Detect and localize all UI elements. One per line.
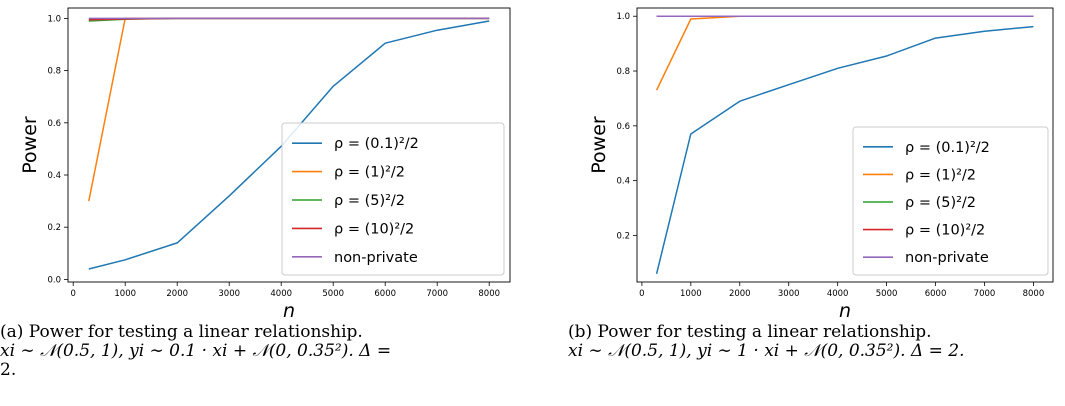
x-tick-label: 4000: [827, 289, 849, 299]
legend-label: non-private: [905, 250, 989, 266]
caption-b-title: (b) Power for testing a linear relations…: [568, 322, 932, 342]
legend-label: ρ = (10)²/2: [334, 221, 414, 237]
y-tick-label: 0.2: [616, 231, 630, 241]
chart-panel-b: 0 1000 2000 3000 4000 5000 6000 7000 8000 0.2 0.4 0…: [568, 0, 1065, 406]
legend: ρ = (0.1)²/2 ρ = (1)²/2 ρ = (5)²/2 ρ = (10)…: [852, 126, 1049, 276]
series-line-1: [655, 25, 1034, 274]
x-tick-label: 1000: [680, 289, 702, 299]
legend-label: ρ = (1)²/2: [905, 167, 976, 183]
plot-frame: [636, 7, 1054, 283]
legend-label: ρ = (5)²/2: [905, 195, 976, 211]
x-tick-label: 8000: [478, 289, 500, 299]
x-axis-label: n: [283, 300, 295, 320]
x-tick-label: 3000: [218, 289, 240, 299]
figure-caption-a: (a) Power for testing a linear relations…: [0, 323, 460, 380]
line-chart-a: 0 1000 2000 3000 4000 5000 6000 7000 8000 0.0 0.2 0…: [19, 7, 511, 322]
x-tick-label: 1000: [114, 289, 136, 299]
x-tick-label: 2000: [166, 289, 188, 299]
series-line-1: [88, 20, 490, 270]
x-tick-label: 0: [70, 289, 75, 299]
caption-a-title: (a) Power for testing a linear relations…: [0, 322, 363, 342]
legend-label: non-private: [334, 250, 418, 266]
legend-label: ρ = (0.1)²/2: [334, 136, 419, 152]
legend: ρ = (0.1)²/2 ρ = (1)²/2 ρ = (5)²/2 ρ = (10)…: [281, 122, 505, 276]
y-tick-label: 0.2: [47, 223, 61, 233]
y-axis-label: Power: [19, 116, 41, 174]
y-tick-label: 0.6: [616, 122, 630, 132]
chart-panel-a: 0 1000 2000 3000 4000 5000 6000 7000 8000 0.0 0.2 0…: [0, 0, 520, 406]
caption-b-formula: xi ∼ 𝒩(0.5, 1), yi ∼ 1 · xi + 𝒩(0, 0.35²…: [568, 341, 965, 361]
x-tick-label: 7000: [426, 289, 448, 299]
caption-a-formula-cont: 2.: [0, 360, 17, 380]
x-tick-label: 5000: [322, 289, 344, 299]
legend-box: [281, 122, 505, 276]
series-line-2: [655, 15, 1034, 91]
legend-label: ρ = (1)²/2: [334, 165, 405, 181]
x-tick-label: 5000: [876, 289, 898, 299]
x-tick-label: 7000: [974, 289, 996, 299]
x-tick-label: 8000: [1023, 289, 1045, 299]
legend-label: ρ = (0.1)²/2: [905, 140, 990, 156]
x-tick-label: 0: [639, 289, 644, 299]
x-tick-label: 2000: [729, 289, 751, 299]
y-tick-label: 0.6: [47, 119, 61, 129]
y-axis-label: Power: [588, 116, 610, 174]
y-tick-label: 1.0: [47, 14, 61, 24]
y-tick-label: 0.4: [616, 177, 630, 187]
x-tick-label: 4000: [270, 289, 292, 299]
x-tick-label: 6000: [925, 289, 947, 299]
caption-a-formula: xi ∼ 𝒩(0.5, 1), yi ∼ 0.1 · xi + 𝒩(0, 0.3…: [0, 341, 392, 361]
x-tick-label: 6000: [374, 289, 396, 299]
y-tick-label: 1.0: [616, 12, 630, 22]
x-axis-label: n: [839, 300, 851, 320]
legend-label: ρ = (5)²/2: [334, 193, 405, 209]
x-tick-label: 3000: [778, 289, 800, 299]
figure-caption-b: (b) Power for testing a linear relations…: [568, 323, 1065, 361]
y-tick-label: 0.0: [47, 275, 61, 285]
line-chart-b: 0 1000 2000 3000 4000 5000 6000 7000 8000 0.2 0.4 0…: [588, 7, 1054, 322]
y-tick-label: 0.8: [616, 67, 630, 77]
legend-label: ρ = (10)²/2: [905, 223, 985, 239]
y-tick-label: 0.8: [47, 67, 61, 77]
legend-box: [852, 126, 1049, 276]
plot-frame: [67, 7, 511, 283]
y-tick-label: 0.4: [47, 171, 61, 181]
